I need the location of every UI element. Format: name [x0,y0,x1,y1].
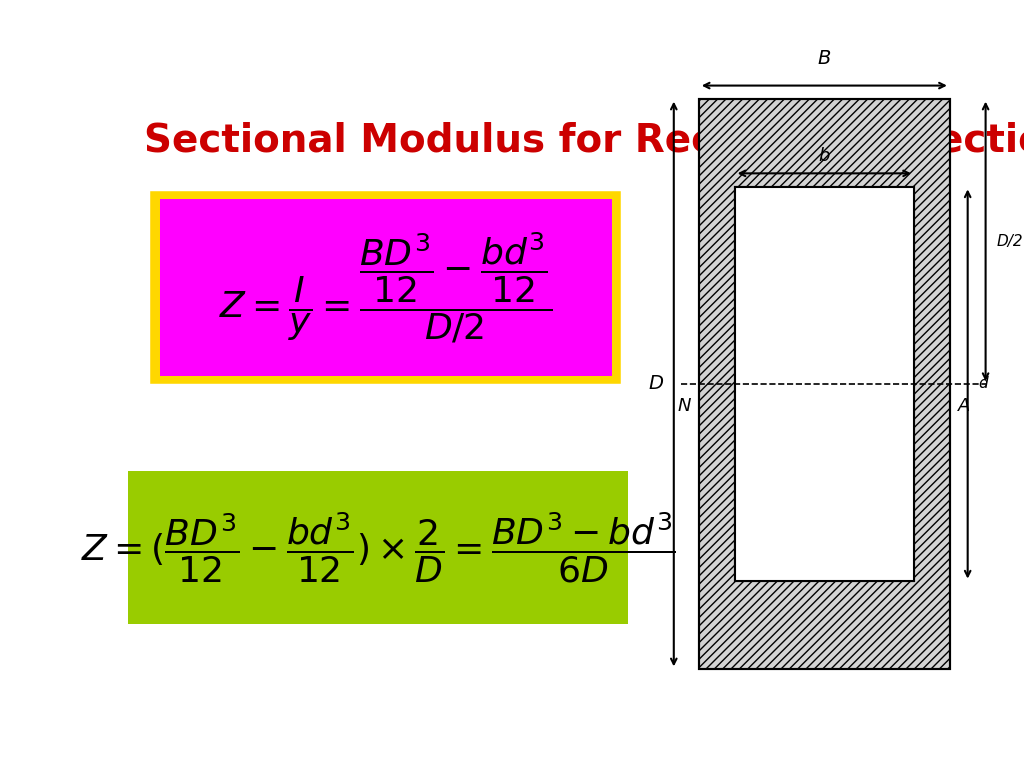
Text: d: d [979,376,988,392]
Bar [735,187,914,581]
Bar [735,187,914,581]
Text: A: A [957,397,971,415]
Bar [698,99,950,669]
FancyBboxPatch shape [160,199,612,376]
Text: B: B [817,49,831,68]
Bar [735,187,914,581]
FancyBboxPatch shape [128,471,628,624]
Bar [698,99,950,669]
Text: N: N [678,397,691,415]
FancyBboxPatch shape [154,194,618,381]
Text: b: b [818,147,830,164]
Text: $Z = (\dfrac{BD^3}{12} - \dfrac{bd^3}{12}) \times \dfrac{2}{D} = \dfrac{BD^3 - b: $Z = (\dfrac{BD^3}{12} - \dfrac{bd^3}{12… [81,510,675,584]
Text: D: D [648,375,664,393]
Bar [698,99,950,669]
Text: Sectional Modulus for Rectangular section: Sectional Modulus for Rectangular sectio… [143,121,1024,160]
Text: $Z = \dfrac{I}{y} = \dfrac{\dfrac{BD^3}{12} - \dfrac{bd^3}{12}}{D/2}$: $Z = \dfrac{I}{y} = \dfrac{\dfrac{BD^3}{… [219,230,553,345]
Text: D/2: D/2 [996,234,1023,249]
